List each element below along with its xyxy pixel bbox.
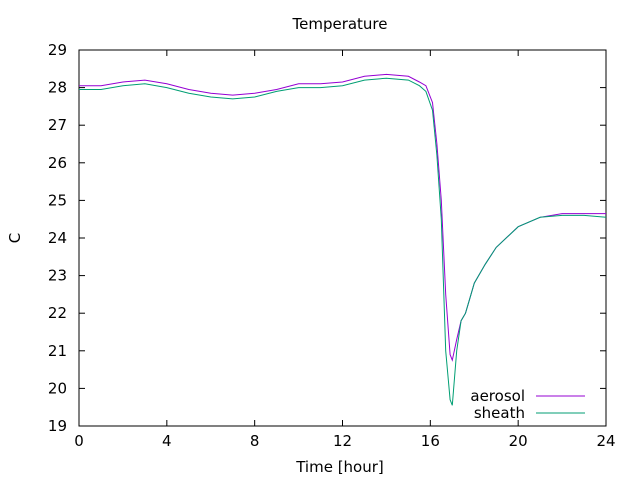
series-line-aerosol	[79, 73, 606, 362]
x-tick-label: 4	[162, 432, 172, 450]
y-tick-label: 29	[48, 41, 67, 59]
y-tick-label: 22	[48, 304, 67, 322]
y-tick-label: 25	[48, 191, 67, 209]
x-tick-label: 12	[333, 432, 352, 450]
x-tick-label: 8	[250, 432, 260, 450]
y-tick-label: 23	[48, 267, 67, 285]
x-axis-label: Time [hour]	[295, 458, 384, 476]
y-tick-label: 28	[48, 79, 67, 97]
x-tick-label: 0	[74, 432, 84, 450]
x-tick-label: 16	[421, 432, 440, 450]
y-tick-label: 27	[48, 116, 67, 134]
legend-label-aerosol: aerosol	[470, 387, 525, 405]
x-tick-label: 20	[509, 432, 528, 450]
y-tick-label: 26	[48, 154, 67, 172]
y-tick-label: 20	[48, 379, 67, 397]
chart-title: Temperature	[291, 15, 387, 33]
y-axis-label: C	[6, 233, 24, 243]
axis-tick-labels: 0 4 8 12 16 20 24 19 20 21 22 23 24 25 26 27 28 29	[48, 41, 616, 450]
series-line-sheath	[79, 77, 607, 406]
axis-ticks	[78, 49, 607, 427]
y-tick-label: 19	[48, 417, 67, 435]
series-lines	[79, 73, 607, 406]
y-tick-label: 21	[48, 342, 67, 360]
y-tick-label: 24	[48, 229, 67, 247]
x-tick-label: 24	[596, 432, 615, 450]
legend-label-sheath: sheath	[474, 404, 525, 422]
plot-frame	[78, 49, 607, 427]
